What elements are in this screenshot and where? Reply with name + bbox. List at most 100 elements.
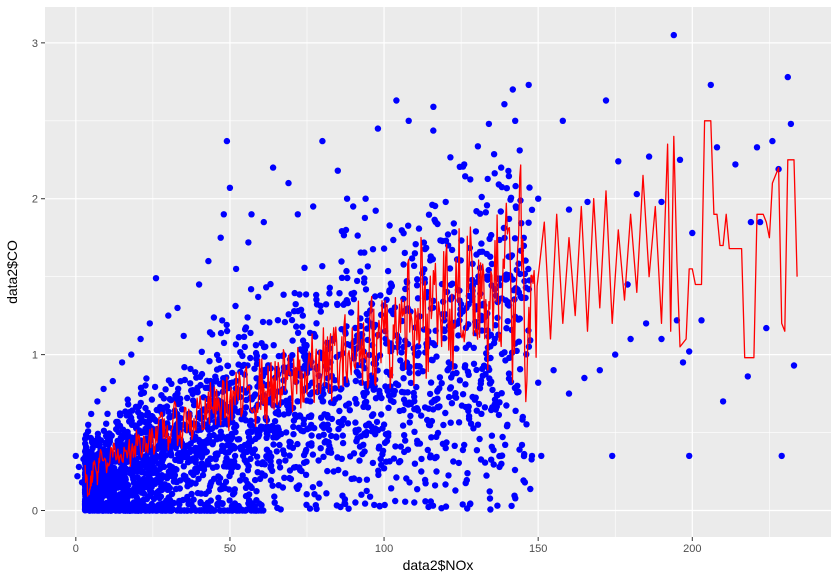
scatter-point <box>339 432 346 439</box>
scatter-point <box>195 281 203 288</box>
scatter-point <box>658 198 665 206</box>
scatter-point <box>234 463 241 470</box>
scatter-point <box>295 424 302 431</box>
scatter-point <box>454 320 461 327</box>
scatter-point <box>361 214 369 222</box>
scatter-point <box>80 455 87 463</box>
scatter-point <box>289 337 296 344</box>
scatter-point <box>406 479 413 486</box>
scatter-point <box>100 427 108 434</box>
scatter-point <box>146 491 154 499</box>
scatter-point <box>287 475 295 483</box>
scatter-point <box>515 260 522 267</box>
scatter-point <box>482 209 489 216</box>
scatter-point <box>499 433 506 441</box>
scatter-point <box>152 275 160 282</box>
scatter-point <box>244 429 252 436</box>
scatter-point <box>343 195 351 202</box>
scatter-point <box>138 486 146 493</box>
scatter-point <box>242 417 249 424</box>
scatter-point <box>225 449 232 456</box>
scatter-point <box>252 391 259 398</box>
scatter-point <box>184 493 191 501</box>
scatter-point <box>465 371 472 378</box>
scatter-point <box>280 411 288 418</box>
scatter-point <box>470 344 477 351</box>
scatter-point <box>224 362 231 369</box>
scatter-point <box>220 375 227 382</box>
scatter-point <box>516 315 523 322</box>
scatter-point <box>519 413 526 421</box>
scatter-point <box>146 507 153 514</box>
scatter-point <box>261 353 268 360</box>
scatter-point <box>400 375 407 382</box>
scatter-point <box>495 411 503 419</box>
scatter-point <box>170 466 177 474</box>
scatter-point <box>180 332 187 340</box>
scatter-point <box>338 274 346 281</box>
scatter-point <box>281 318 289 326</box>
scatter-point <box>348 290 355 297</box>
scatter-point <box>242 476 249 484</box>
scatter-point <box>491 335 498 343</box>
scatter-point <box>381 439 389 447</box>
scatter-point <box>495 181 502 188</box>
scatter-point <box>429 201 436 208</box>
scatter-point <box>309 451 317 458</box>
scatter-point <box>790 362 798 369</box>
scatter-point <box>466 501 474 508</box>
scatter-point <box>484 175 491 183</box>
scatter-point <box>445 472 452 479</box>
scatter-point <box>261 472 268 479</box>
scatter-point <box>401 249 408 257</box>
scatter-point <box>124 396 131 403</box>
scatter-point <box>168 380 175 387</box>
scatter-point <box>535 195 542 202</box>
scatter-point <box>177 457 184 464</box>
scatter-point <box>299 312 306 319</box>
scatter-point <box>288 316 296 324</box>
scatter-point <box>455 332 462 339</box>
scatter-point <box>74 473 81 480</box>
scatter-point <box>295 482 303 489</box>
scatter-point <box>198 348 205 355</box>
scatter-point <box>504 301 511 308</box>
scatter-point <box>425 211 433 218</box>
scatter-point <box>175 400 182 408</box>
scatter-point <box>471 396 478 403</box>
scatter-point <box>485 120 493 128</box>
scatter-point <box>433 433 440 440</box>
scatter-point <box>493 403 500 410</box>
scatter-point <box>465 412 473 420</box>
scatter-point <box>474 421 482 428</box>
scatter-point <box>441 335 448 342</box>
x-tick-label: 100 <box>375 543 393 555</box>
scatter-point <box>525 81 532 89</box>
scatter-point <box>476 385 484 392</box>
scatter-point <box>368 412 376 419</box>
scatter-point <box>162 386 169 393</box>
scatter-point <box>319 398 326 405</box>
scatter-point <box>300 459 308 466</box>
scatter-point <box>118 359 126 366</box>
scatter-point <box>199 471 207 479</box>
scatter-point <box>251 476 259 484</box>
scatter-point <box>354 435 361 442</box>
scatter-point <box>369 246 377 253</box>
scatter-point <box>415 225 423 232</box>
scatter-point <box>149 464 157 472</box>
scatter-point <box>248 211 255 218</box>
scatter-point <box>198 454 205 461</box>
scatter-point <box>143 463 150 471</box>
scatter-point <box>184 394 191 402</box>
scatter-point <box>103 420 110 427</box>
scatter-point <box>399 364 406 372</box>
scatter-point <box>354 232 361 239</box>
scatter-point <box>126 487 133 494</box>
scatter-point <box>473 447 481 454</box>
scatter-point <box>157 478 164 485</box>
scatter-point <box>241 326 249 333</box>
scatter-point <box>482 371 489 378</box>
scatter-point <box>241 343 248 351</box>
scatter-point <box>446 385 454 392</box>
